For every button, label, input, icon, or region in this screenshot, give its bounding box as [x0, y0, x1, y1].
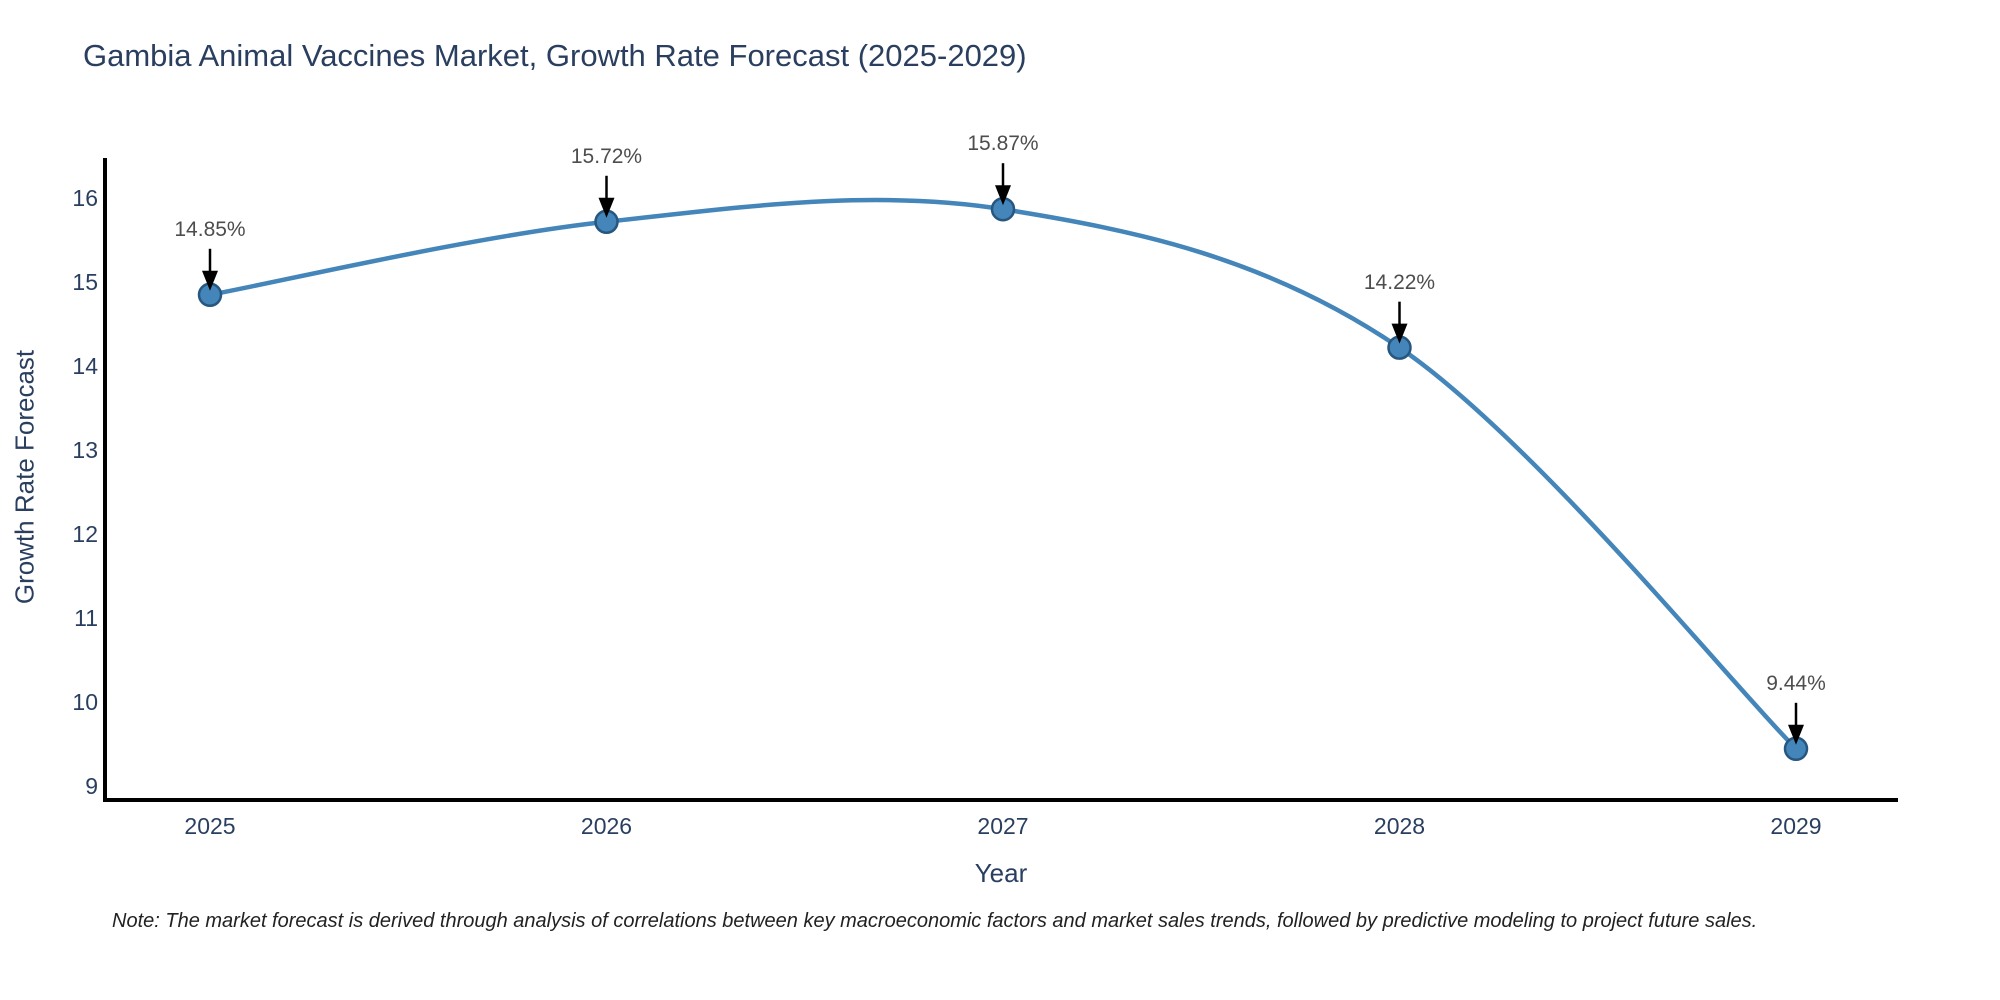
data-point-label: 14.22% — [1363, 270, 1436, 294]
y-tick-label: 14 — [72, 353, 98, 380]
x-tick-label: 2028 — [1373, 813, 1426, 839]
data-point-label: 15.72% — [570, 144, 643, 168]
y-tick-label: 16 — [72, 185, 98, 212]
data-point-label: 15.87% — [967, 132, 1039, 156]
y-tick-label: 13 — [72, 437, 98, 464]
footnote: Note: The market forecast is derived thr… — [112, 910, 1758, 932]
x-axis-title: Year — [974, 858, 1028, 888]
y-tick-label: 10 — [72, 688, 98, 715]
y-tick-label: 12 — [72, 520, 98, 547]
y-tick-label: 15 — [72, 269, 98, 296]
annotation-arrow-head — [995, 185, 1011, 206]
x-tick-label: 2026 — [580, 813, 633, 839]
annotation-arrow-head — [598, 197, 615, 218]
trend-line — [207, 197, 1799, 752]
annotation-arrow-head — [202, 270, 218, 291]
annotation-arrow-head — [1391, 323, 1408, 344]
x-tick-label: 2027 — [977, 813, 1029, 839]
y-axis-title: Growth Rate Forecast — [9, 349, 40, 605]
data-point-label: 9.44% — [1766, 671, 1826, 695]
x-tick-label: 2029 — [1770, 813, 1822, 839]
data-point-label: 14.85% — [174, 217, 246, 241]
y-tick-label: 11 — [74, 604, 98, 631]
x-tick-label: 2025 — [184, 813, 236, 839]
chart-title: Gambia Animal Vaccines Market, Growth Ra… — [83, 38, 1027, 73]
y-tick-label: 9 — [85, 772, 98, 799]
annotation-arrow-head — [1788, 724, 1804, 745]
